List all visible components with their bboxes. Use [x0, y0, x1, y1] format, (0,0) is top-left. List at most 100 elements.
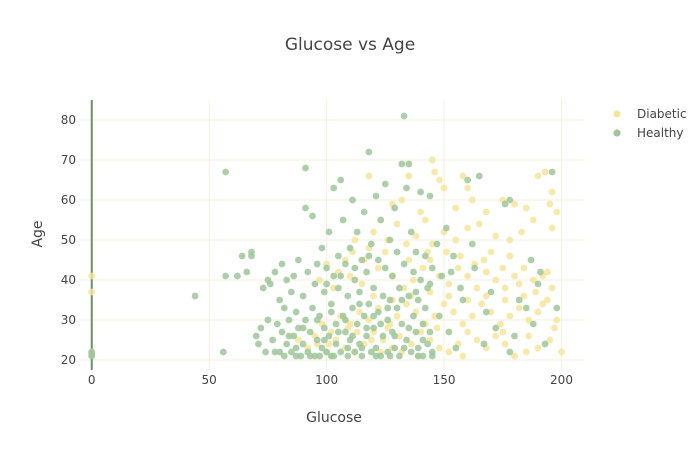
- data-point-diabetic[interactable]: [473, 284, 481, 292]
- data-point-healthy[interactable]: [323, 264, 330, 272]
- data-point-diabetic[interactable]: [428, 156, 436, 164]
- data-point-healthy[interactable]: [428, 264, 436, 272]
- data-point-healthy[interactable]: [311, 352, 319, 360]
- data-point-healthy[interactable]: [377, 216, 385, 224]
- data-point-healthy[interactable]: [365, 252, 373, 260]
- data-point-healthy[interactable]: [424, 340, 431, 348]
- data-point-healthy[interactable]: [271, 348, 279, 356]
- data-point-healthy[interactable]: [325, 228, 333, 236]
- data-point-diabetic[interactable]: [546, 200, 554, 208]
- data-point-healthy[interactable]: [318, 244, 326, 252]
- data-point-healthy[interactable]: [311, 280, 319, 288]
- data-point-healthy[interactable]: [243, 268, 251, 276]
- data-point-healthy[interactable]: [386, 296, 394, 304]
- data-point-healthy[interactable]: [464, 176, 471, 184]
- data-point-healthy[interactable]: [438, 272, 446, 280]
- data-point-healthy[interactable]: [370, 312, 377, 320]
- data-point-healthy[interactable]: [367, 348, 375, 356]
- data-point-healthy[interactable]: [337, 348, 345, 356]
- data-point-healthy[interactable]: [365, 300, 373, 308]
- data-point-healthy[interactable]: [407, 348, 415, 356]
- data-point-diabetic[interactable]: [468, 196, 476, 204]
- data-point-healthy[interactable]: [318, 344, 326, 352]
- data-point-diabetic[interactable]: [546, 336, 554, 344]
- data-point-healthy[interactable]: [381, 180, 389, 188]
- data-point-diabetic[interactable]: [473, 336, 481, 344]
- data-point-healthy[interactable]: [313, 336, 321, 344]
- data-point-healthy[interactable]: [400, 260, 408, 268]
- data-point-diabetic[interactable]: [487, 248, 495, 256]
- data-point-healthy[interactable]: [384, 316, 392, 324]
- data-point-diabetic[interactable]: [407, 340, 415, 348]
- data-point-diabetic[interactable]: [351, 236, 359, 244]
- data-point-diabetic[interactable]: [365, 172, 373, 180]
- data-point-healthy[interactable]: [370, 324, 377, 332]
- data-point-diabetic[interactable]: [405, 172, 413, 180]
- data-point-healthy[interactable]: [276, 296, 284, 304]
- data-point-healthy[interactable]: [537, 268, 544, 276]
- data-point-healthy[interactable]: [372, 344, 380, 352]
- data-point-diabetic[interactable]: [482, 208, 490, 216]
- data-point-healthy[interactable]: [288, 348, 295, 356]
- data-point-healthy[interactable]: [511, 332, 518, 340]
- data-point-healthy[interactable]: [320, 324, 328, 332]
- data-point-diabetic[interactable]: [403, 300, 410, 308]
- data-point-diabetic[interactable]: [539, 300, 547, 308]
- data-point-diabetic[interactable]: [356, 308, 363, 316]
- data-point-healthy[interactable]: [295, 256, 302, 264]
- data-point-diabetic[interactable]: [358, 280, 366, 288]
- data-point-healthy[interactable]: [342, 328, 349, 336]
- data-point-healthy[interactable]: [309, 212, 316, 220]
- data-point-diabetic[interactable]: [452, 236, 460, 244]
- data-point-healthy[interactable]: [266, 280, 274, 288]
- data-point-diabetic[interactable]: [445, 292, 453, 300]
- data-point-healthy[interactable]: [292, 344, 300, 352]
- data-point-healthy[interactable]: [379, 292, 387, 300]
- data-point-healthy[interactable]: [360, 208, 368, 216]
- data-point-healthy[interactable]: [419, 352, 427, 360]
- data-point-healthy[interactable]: [419, 336, 427, 344]
- data-point-healthy[interactable]: [391, 204, 399, 212]
- data-point-healthy[interactable]: [353, 320, 361, 328]
- data-point-diabetic[interactable]: [417, 208, 424, 216]
- legend[interactable]: Diabetic Healthy: [613, 107, 687, 140]
- data-point-diabetic[interactable]: [452, 204, 460, 212]
- data-point-healthy[interactable]: [419, 320, 427, 328]
- data-point-healthy[interactable]: [412, 248, 420, 256]
- data-point-healthy[interactable]: [269, 336, 276, 344]
- data-point-healthy[interactable]: [280, 304, 288, 312]
- data-point-diabetic[interactable]: [459, 320, 467, 328]
- data-point-healthy[interactable]: [330, 352, 338, 360]
- data-point-healthy[interactable]: [292, 352, 300, 360]
- data-point-healthy[interactable]: [405, 160, 413, 168]
- data-point-healthy[interactable]: [471, 264, 478, 272]
- data-point-healthy[interactable]: [346, 244, 354, 252]
- data-point-diabetic[interactable]: [501, 296, 509, 304]
- data-point-healthy[interactable]: [436, 312, 443, 320]
- data-point-healthy[interactable]: [248, 252, 255, 260]
- data-point-diabetic[interactable]: [445, 280, 453, 288]
- data-point-healthy[interactable]: [450, 252, 457, 260]
- data-point-healthy[interactable]: [487, 288, 495, 296]
- data-point-healthy[interactable]: [405, 292, 413, 300]
- data-point-diabetic[interactable]: [457, 252, 464, 260]
- data-point-healthy[interactable]: [426, 192, 434, 200]
- data-point-healthy[interactable]: [259, 284, 267, 292]
- data-point-diabetic[interactable]: [544, 296, 551, 304]
- data-point-healthy[interactable]: [393, 304, 401, 312]
- data-point-healthy[interactable]: [372, 192, 380, 200]
- data-point-healthy[interactable]: [337, 272, 345, 280]
- data-point-healthy[interactable]: [330, 272, 338, 280]
- data-point-healthy[interactable]: [358, 352, 366, 360]
- data-point-healthy[interactable]: [445, 328, 453, 336]
- data-point-healthy[interactable]: [377, 352, 385, 360]
- data-point-healthy[interactable]: [238, 252, 246, 260]
- data-point-healthy[interactable]: [400, 344, 408, 352]
- data-point-diabetic[interactable]: [454, 264, 462, 272]
- data-point-diabetic[interactable]: [480, 256, 488, 264]
- data-point-healthy[interactable]: [273, 320, 281, 328]
- data-point-healthy[interactable]: [313, 260, 321, 268]
- data-point-diabetic[interactable]: [515, 280, 523, 288]
- data-point-healthy[interactable]: [363, 268, 370, 276]
- data-point-diabetic[interactable]: [482, 268, 490, 276]
